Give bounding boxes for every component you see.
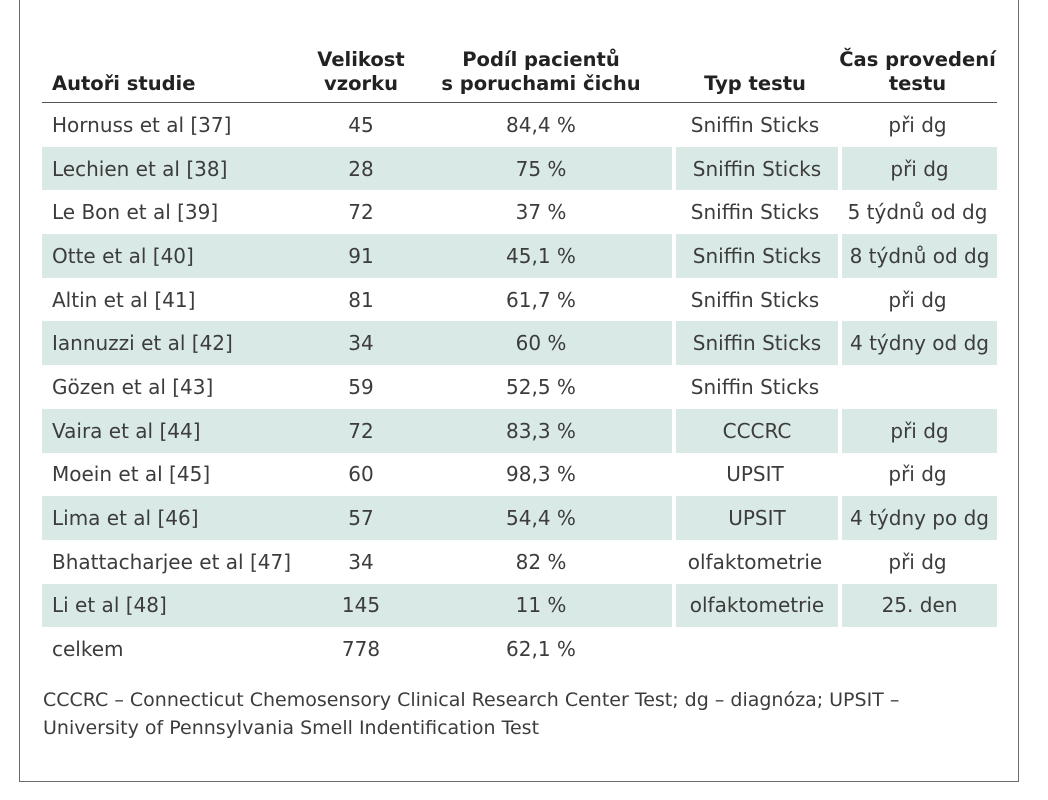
table-row: Li et al [48] 145 11 % olfaktometrie 25.…	[42, 583, 997, 628]
table-row: Moein et al [45] 60 98,3 % UPSIT při dg	[42, 453, 997, 497]
cell-size: 72	[348, 200, 374, 225]
cell-authors: Vaira et al [44]	[42, 408, 312, 453]
cell-size: 45	[348, 112, 374, 137]
cell-time: při dg	[888, 112, 947, 137]
cell-share: 62,1 %	[506, 637, 576, 662]
cell-type: Sniffin Sticks	[690, 374, 820, 399]
cell-share: 61,7 %	[506, 287, 576, 312]
cell-authors: Otte et al [40]	[42, 234, 312, 278]
table-row: Lima et al [46] 57 54,4 % UPSIT 4 týdny …	[42, 496, 997, 540]
cell-type: olfaktometrie	[687, 549, 823, 574]
table-row: Hornuss et al [37] 45 84,4 % Sniffin Sti…	[42, 103, 997, 147]
cell-share: 37 %	[515, 200, 567, 225]
cell-size: 778	[341, 637, 381, 662]
cell-share: 82 %	[515, 549, 567, 574]
cell-size: 91	[312, 234, 410, 278]
header-sample-size: Velikost vzorku	[312, 32, 410, 103]
header-authors: Autoři studie	[42, 32, 312, 103]
cell-share: 83,3 %	[410, 408, 672, 453]
cell-time: 4 týdny od dg	[838, 321, 997, 366]
table-footnote: CCCRC – Connecticut Chemosensory Clinica…	[43, 686, 1003, 742]
cell-size: 28	[312, 146, 410, 191]
cell-share: 75 %	[410, 146, 672, 191]
cell-type	[672, 627, 838, 671]
table-row: Gözen et al [43] 59 52,5 % Sniffin Stick…	[42, 365, 997, 409]
table-row: Lechien et al [38] 28 75 % Sniffin Stick…	[42, 146, 997, 191]
cell-time: 5 týdnů od dg	[847, 200, 988, 225]
header-share: Podíl pacientů s poruchami čichu	[410, 32, 672, 103]
cell-size: 34	[312, 321, 410, 366]
table-row-total: celkem 778 62,1 %	[42, 627, 997, 671]
cell-share: 11 %	[410, 583, 672, 628]
cell-time: při dg	[838, 408, 997, 453]
header-test-time: Čas provedení testu	[838, 32, 997, 103]
table-row: Bhattacharjee et al [47] 34 82 % olfakto…	[42, 540, 997, 584]
cell-authors: Le Bon et al [39]	[52, 200, 219, 225]
cell-time: 8 týdnů od dg	[838, 234, 997, 278]
table-row: Altin et al [41] 81 61,7 % Sniffin Stick…	[42, 278, 997, 322]
cell-authors: Hornuss et al [37]	[52, 112, 232, 137]
table-row: Vaira et al [44] 72 83,3 % CCCRC při dg	[42, 408, 997, 453]
cell-type: Sniffin Sticks	[672, 234, 838, 278]
cell-size: 59	[348, 374, 374, 399]
cell-type: Sniffin Sticks	[672, 146, 838, 191]
cell-type: UPSIT	[672, 496, 838, 540]
cell-time: při dg	[888, 462, 947, 487]
cell-authors: Lima et al [46]	[42, 496, 312, 540]
cell-share: 54,4 %	[410, 496, 672, 540]
studies-table: Autoři studie Velikost vzorku Podíl paci…	[42, 32, 997, 671]
cell-authors: Li et al [48]	[42, 583, 312, 628]
footnote-line-2: University of Pennsylvania Smell Indenti…	[43, 717, 540, 739]
cell-type: Sniffin Sticks	[690, 200, 820, 225]
table-header-row: Autoři studie Velikost vzorku Podíl paci…	[42, 32, 997, 103]
table-frame	[19, 0, 1019, 782]
cell-size: 145	[312, 583, 410, 628]
cell-authors: Iannuzzi et al [42]	[42, 321, 312, 366]
cell-time: při dg	[888, 287, 947, 312]
header-test-type: Typ testu	[672, 32, 838, 103]
cell-share: 84,4 %	[506, 112, 576, 137]
cell-share: 52,5 %	[506, 374, 576, 399]
cell-authors: Moein et al [45]	[52, 462, 211, 487]
cell-authors: Bhattacharjee et al [47]	[52, 549, 291, 574]
cell-time: při dg	[888, 549, 947, 574]
cell-time	[838, 365, 997, 409]
cell-time	[838, 627, 997, 671]
cell-share: 45,1 %	[410, 234, 672, 278]
cell-type: CCCRC	[672, 408, 838, 453]
footnote-line-1: CCCRC – Connecticut Chemosensory Clinica…	[43, 689, 900, 711]
cell-type: Sniffin Sticks	[690, 287, 820, 312]
table-row: Iannuzzi et al [42] 34 60 % Sniffin Stic…	[42, 321, 997, 366]
cell-type: Sniffin Sticks	[672, 321, 838, 366]
cell-authors: celkem	[52, 637, 124, 662]
table-row: Otte et al [40] 91 45,1 % Sniffin Sticks…	[42, 234, 997, 278]
cell-type: UPSIT	[726, 462, 784, 487]
cell-share: 60 %	[410, 321, 672, 366]
cell-authors: Gözen et al [43]	[52, 374, 214, 399]
cell-size: 57	[312, 496, 410, 540]
cell-size: 81	[348, 287, 374, 312]
cell-size: 72	[312, 408, 410, 453]
cell-time: při dg	[838, 146, 997, 191]
cell-authors: Altin et al [41]	[52, 287, 196, 312]
cell-type: Sniffin Sticks	[690, 112, 820, 137]
cell-authors: Lechien et al [38]	[42, 146, 312, 191]
cell-type: olfaktometrie	[672, 583, 838, 628]
cell-size: 60	[348, 462, 374, 487]
table-row: Le Bon et al [39] 72 37 % Sniffin Sticks…	[42, 190, 997, 234]
cell-time: 25. den	[838, 583, 997, 628]
cell-share: 98,3 %	[506, 462, 576, 487]
cell-time: 4 týdny po dg	[838, 496, 997, 540]
cell-size: 34	[348, 549, 374, 574]
